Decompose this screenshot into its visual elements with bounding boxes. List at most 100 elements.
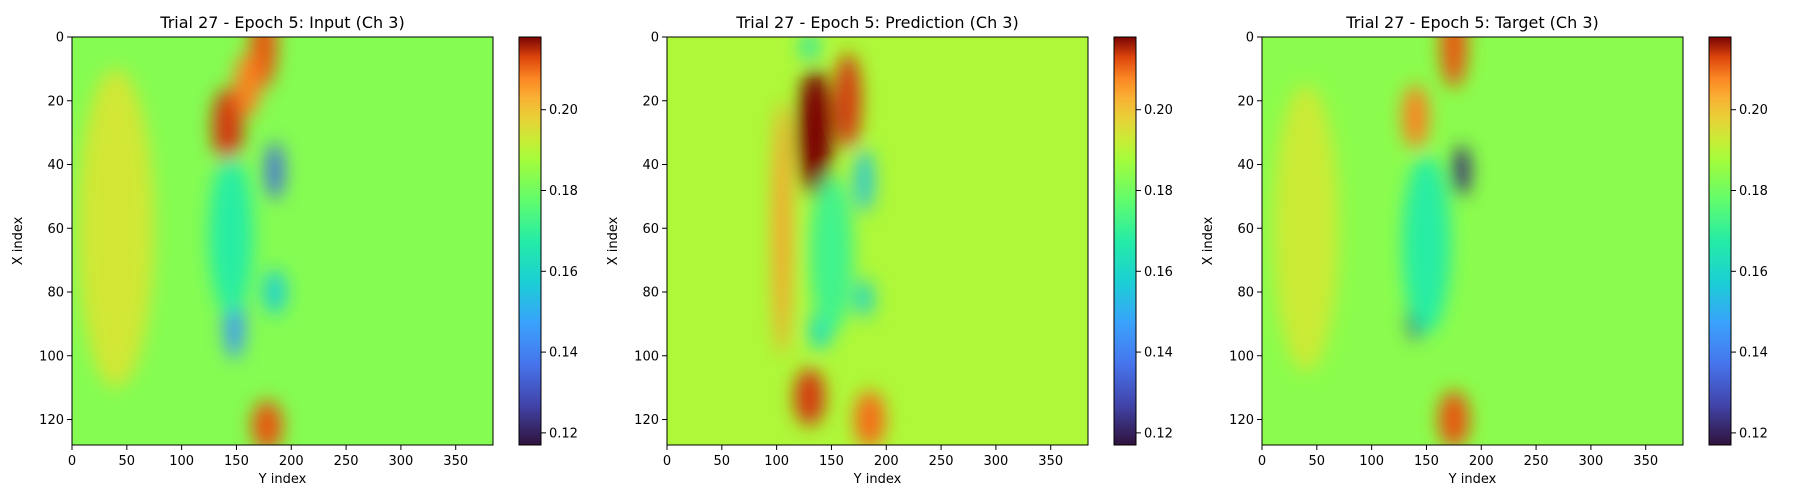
- y-tick-label: 40: [1237, 158, 1254, 173]
- x-tick-label: 150: [224, 454, 249, 469]
- chart-title: Trial 27 - Epoch 5: Prediction (Ch 3): [735, 13, 1018, 32]
- colorbar-tick-label: 0.20: [1739, 103, 1768, 118]
- heatmap: [1262, 37, 1683, 445]
- x-tick-label: 0: [663, 454, 671, 469]
- x-tick-label: 350: [443, 454, 468, 469]
- heatmap-feature: [834, 52, 862, 149]
- colorbar-tick-label: 0.16: [549, 265, 578, 280]
- x-tick-label: 300: [983, 454, 1008, 469]
- y-tick-label: 40: [47, 158, 64, 173]
- heatmap-feature: [212, 88, 244, 165]
- x-tick-label: 350: [1038, 454, 1063, 469]
- x-tick-label: 100: [1359, 454, 1384, 469]
- heatmap-field: [773, 37, 886, 445]
- heatmap-feature: [1402, 84, 1429, 149]
- y-tick-label: 0: [1246, 31, 1254, 46]
- y-tick-label: 20: [642, 94, 659, 109]
- x-axis-label: Y index: [1448, 472, 1497, 487]
- heatmap-feature: [77, 68, 155, 388]
- colorbar-tick-label: 0.18: [1739, 184, 1768, 199]
- heatmap: [667, 37, 1088, 445]
- colorbar-tick-label: 0.12: [1144, 426, 1173, 441]
- y-tick-label: 120: [1229, 413, 1254, 428]
- y-tick-label: 120: [39, 413, 64, 428]
- colorbar-tick-label: 0.12: [549, 426, 578, 441]
- x-tick-label: 300: [388, 454, 413, 469]
- y-tick-label: 20: [1237, 94, 1254, 109]
- heatmap-feature: [266, 142, 284, 200]
- heatmap-feature: [1452, 145, 1471, 197]
- colorbar-tick-label: 0.12: [1739, 426, 1768, 441]
- y-tick-label: 60: [642, 222, 659, 237]
- y-tick-label: 100: [39, 349, 64, 364]
- y-tick-label: 0: [651, 31, 659, 46]
- colorbar-gradient: [518, 36, 542, 446]
- y-tick-label: 120: [634, 413, 659, 428]
- heatmap: [72, 37, 493, 445]
- plot-frame: [666, 36, 1089, 446]
- colorbar-gradient: [1708, 36, 1732, 446]
- x-tick-label: 150: [819, 454, 844, 469]
- plot-frame: [71, 36, 494, 446]
- heatmap-feature: [794, 368, 825, 426]
- y-tick-label: 80: [642, 286, 659, 301]
- heatmap-feature: [800, 37, 819, 60]
- x-tick-label: 50: [1309, 454, 1326, 469]
- colorbar-tick-label: 0.20: [549, 103, 578, 118]
- x-tick-label: 300: [1578, 454, 1603, 469]
- chart-title: Trial 27 - Epoch 5: Target (Ch 3): [1345, 13, 1598, 32]
- heatmap-feature: [1438, 390, 1470, 445]
- colorbar-tick-label: 0.20: [1144, 103, 1173, 118]
- colorbar: 0.12 0.14 0.16 0.18 0.20: [1113, 36, 1173, 446]
- x-tick-label: 0: [1258, 454, 1266, 469]
- x-tick-label: 250: [334, 454, 359, 469]
- colorbar-tick-label: 0.18: [1144, 184, 1173, 199]
- x-axis-label: Y index: [258, 472, 307, 487]
- x-tick-label: 50: [119, 454, 136, 469]
- chart-title: Trial 27 - Epoch 5: Input (Ch 3): [159, 13, 404, 32]
- heatmap-feature: [209, 154, 253, 315]
- heatmap-feature: [809, 174, 854, 334]
- x-tick-label: 200: [1469, 454, 1494, 469]
- colorbar-tick-label: 0.14: [1144, 346, 1173, 361]
- heatmap-background: [667, 37, 1088, 445]
- x-tick-label: 250: [929, 454, 954, 469]
- panel-2: Trial 27 - Epoch 5: Prediction (Ch 3) 0 50…: [606, 13, 1173, 487]
- heatmap-feature: [797, 68, 833, 197]
- colorbar-tick-label: 0.14: [1739, 346, 1768, 361]
- y-tick-label: 100: [634, 349, 659, 364]
- x-tick-label: 100: [764, 454, 789, 469]
- y-tick-label: 60: [1237, 222, 1254, 237]
- y-tick-label: 40: [642, 158, 659, 173]
- heatmap-feature: [854, 390, 886, 445]
- heatmap-field: [1272, 37, 1471, 445]
- heatmap-feature: [1440, 37, 1468, 88]
- x-tick-label: 350: [1633, 454, 1658, 469]
- panel-3: Trial 27 - Epoch 5: Target (Ch 3) 0 50 100 1…: [1201, 13, 1768, 487]
- heatmap-feature: [1272, 84, 1339, 372]
- heatmap-feature: [234, 52, 261, 117]
- heatmap-feature: [773, 100, 791, 356]
- heatmap-feature: [263, 269, 286, 315]
- heatmap-feature: [855, 148, 874, 213]
- colorbar-tick-label: 0.18: [549, 184, 578, 199]
- y-tick-label: 100: [1229, 349, 1254, 364]
- y-tick-label: 80: [1237, 286, 1254, 301]
- heatmap-field: [77, 37, 286, 445]
- y-tick-label: 0: [56, 31, 64, 46]
- x-tick-label: 250: [1524, 454, 1549, 469]
- y-axis-label: X index: [11, 216, 26, 265]
- colorbar-tick-label: 0.16: [1144, 265, 1173, 280]
- y-tick-label: 80: [47, 286, 64, 301]
- x-axis-label: Y index: [853, 472, 902, 487]
- x-tick-label: 0: [68, 454, 76, 469]
- y-axis-label: X index: [606, 216, 621, 265]
- x-tick-label: 200: [874, 454, 899, 469]
- y-tick-label: 60: [47, 222, 64, 237]
- colorbar-tick-label: 0.14: [549, 346, 578, 361]
- x-tick-label: 50: [714, 454, 731, 469]
- y-axis-label: X index: [1201, 216, 1216, 265]
- x-tick-label: 150: [1414, 454, 1439, 469]
- heatmap-feature: [251, 400, 283, 445]
